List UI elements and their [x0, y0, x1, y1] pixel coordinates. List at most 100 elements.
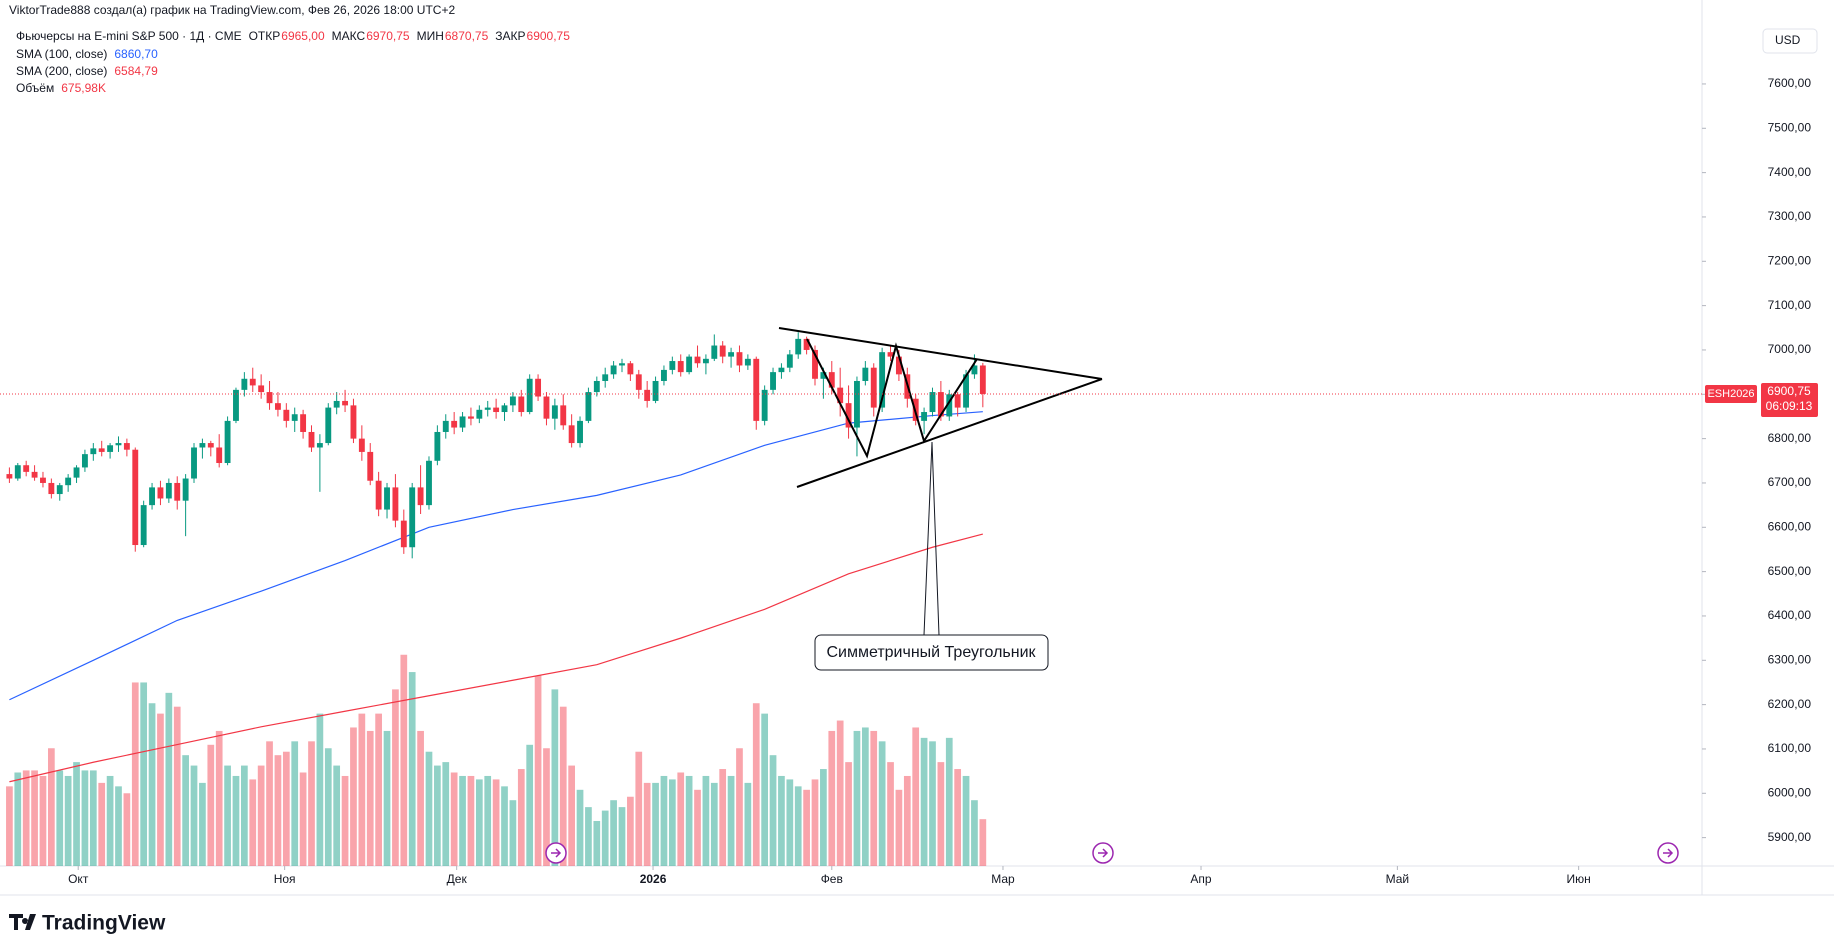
candle-body	[115, 443, 122, 446]
volume-bar	[408, 672, 416, 866]
candle-body	[929, 392, 936, 413]
candle-body	[954, 394, 961, 408]
candle-body	[23, 465, 30, 472]
y-tick-label: 7200,00	[1768, 253, 1812, 267]
candle-body	[6, 474, 13, 479]
volume-name: Объём	[16, 81, 54, 95]
candle-body	[417, 487, 424, 506]
volume-bar	[341, 775, 349, 866]
logo[interactable]: TradingView	[9, 912, 166, 935]
countdown: 06:09:13	[1766, 399, 1813, 413]
candle-body	[937, 392, 944, 417]
candle-body	[870, 367, 877, 408]
volume-bar	[702, 775, 710, 866]
event-icon[interactable]	[1657, 842, 1679, 864]
volume-bar	[610, 800, 617, 866]
candle-body	[812, 349, 818, 379]
volume-bar	[375, 713, 382, 866]
candle-body	[526, 378, 533, 413]
candle-body	[509, 396, 516, 406]
x-tick-label: Дек	[447, 872, 468, 886]
lower-trendline	[796, 378, 1103, 488]
volume-bar	[199, 782, 206, 866]
legend-symbol-line: Фьючерсы на E-mini S&P 500 · 1Д · CME ОТК…	[16, 29, 570, 43]
candle-body	[333, 400, 340, 408]
volume-bar	[106, 775, 114, 866]
volume-bar	[442, 762, 450, 866]
candle-body	[963, 374, 969, 408]
axes: 5900,00 6000,00 6100,00 6200,00 6300,00 6400,…	[0, 76, 1818, 886]
candle-body	[568, 425, 575, 444]
candle-body	[736, 352, 743, 366]
candle-body	[560, 405, 567, 426]
candle-body	[400, 520, 407, 548]
volume-bar	[207, 744, 215, 866]
event-icon[interactable]	[1092, 842, 1114, 864]
candle-body	[358, 438, 365, 452]
candle-body	[434, 431, 441, 461]
volume-bar	[887, 762, 894, 866]
candle-body	[610, 365, 617, 375]
volume-bar	[517, 769, 525, 866]
volume-bar	[794, 786, 802, 866]
volume-bar	[845, 762, 852, 866]
y-tick-label: 7600,00	[1768, 76, 1812, 90]
volume-bar	[576, 789, 584, 866]
ohlc-name: ЗАКР	[495, 29, 525, 43]
volume-bar	[778, 775, 785, 866]
volume-bar	[434, 765, 441, 866]
sma-value: 6584,79	[114, 64, 158, 78]
candle-body	[123, 443, 130, 450]
candle-body	[535, 378, 542, 397]
candle-body	[258, 385, 265, 393]
volume-bar	[291, 741, 299, 866]
volume-bar	[417, 730, 424, 866]
currency-button[interactable]: USD	[1762, 28, 1818, 54]
volume-bar	[534, 675, 542, 866]
volume-bar	[182, 755, 189, 866]
candle-body	[971, 365, 978, 375]
candle-body	[468, 416, 474, 419]
volume-bar	[660, 775, 668, 866]
candle-body	[182, 478, 189, 501]
candle-body	[132, 449, 139, 546]
symbol-tag-label: ESH2026	[1707, 388, 1754, 400]
candle-body	[291, 414, 298, 421]
volume-bar	[249, 779, 257, 866]
event-icon[interactable]	[545, 842, 567, 864]
currency: USD	[1775, 33, 1801, 47]
y-tick-label: 7300,00	[1768, 209, 1812, 223]
candle-body	[283, 409, 290, 421]
candle-body	[308, 431, 315, 448]
sma-name: SMA (100, close)	[16, 47, 107, 61]
symbol-tag	[1705, 384, 1757, 403]
volume-bar	[786, 779, 794, 866]
volume-bar	[677, 772, 685, 866]
candle-body	[65, 477, 72, 486]
y-tick-label: 6700,00	[1768, 475, 1812, 489]
candle-body	[350, 405, 357, 439]
candle-body	[702, 358, 709, 364]
volume-bar	[383, 730, 391, 866]
candle-body	[635, 374, 642, 390]
candle-body	[157, 487, 164, 499]
y-tick-label: 7500,00	[1768, 120, 1812, 134]
callout-box	[814, 634, 1049, 671]
candle-body	[451, 420, 458, 428]
candle-body	[90, 448, 97, 455]
x-tick-label: Май	[1386, 872, 1410, 886]
candle-body	[249, 378, 256, 386]
volume-bar	[618, 807, 626, 866]
volume-bar	[492, 779, 500, 866]
volume-bar	[358, 713, 366, 866]
candle-body	[551, 405, 558, 419]
candle-body	[493, 407, 500, 413]
logo-text: TradingView	[42, 912, 166, 935]
y-tick-label: 7400,00	[1768, 165, 1812, 179]
candle-body	[73, 467, 80, 478]
volume-bar	[945, 737, 953, 866]
candle-body	[518, 396, 525, 413]
y-tick-label: 6800,00	[1768, 431, 1812, 445]
volume-bar	[635, 751, 643, 866]
